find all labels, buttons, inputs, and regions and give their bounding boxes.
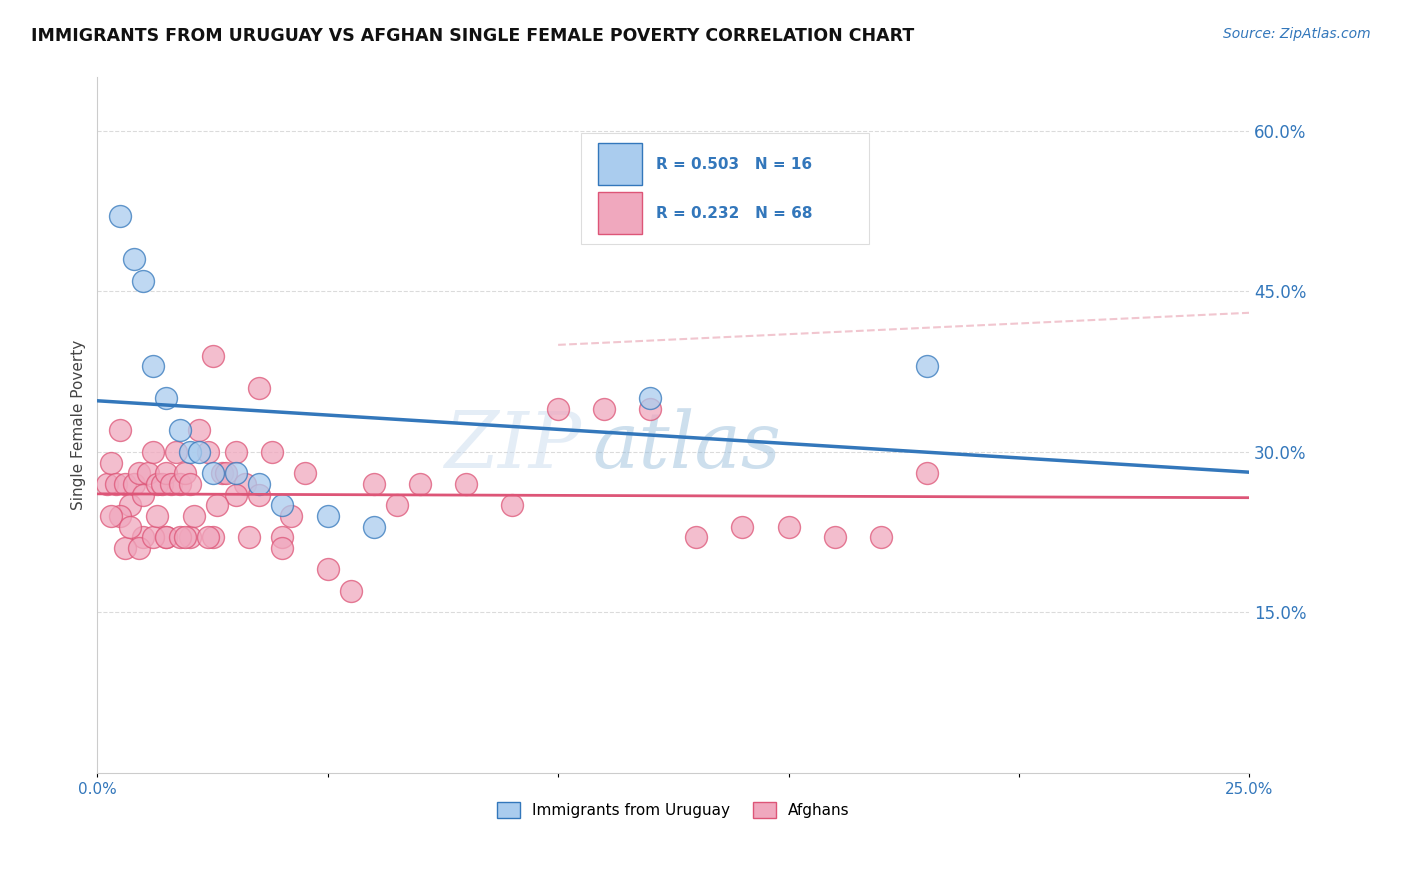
Point — [339, 583, 361, 598]
Point — [155, 530, 177, 544]
Point — [114, 541, 136, 555]
Point — [270, 530, 292, 544]
Point — [110, 508, 132, 523]
Point — [731, 519, 754, 533]
Text: R = 0.232   N = 68: R = 0.232 N = 68 — [657, 205, 813, 220]
Point — [165, 445, 187, 459]
Bar — [599, 192, 643, 234]
Point — [114, 477, 136, 491]
Point — [179, 477, 201, 491]
Point — [142, 530, 165, 544]
Point — [110, 424, 132, 438]
Point — [262, 445, 284, 459]
Point — [915, 467, 938, 481]
Point — [136, 467, 159, 481]
Point — [385, 498, 408, 512]
Point — [247, 477, 270, 491]
Point — [225, 467, 247, 481]
Legend: Immigrants from Uruguay, Afghans: Immigrants from Uruguay, Afghans — [491, 796, 856, 824]
Text: R = 0.503   N = 16: R = 0.503 N = 16 — [657, 157, 813, 172]
Point — [169, 477, 191, 491]
Point — [132, 274, 155, 288]
Point — [122, 477, 145, 491]
Point — [225, 445, 247, 459]
Point — [409, 477, 432, 491]
Point — [169, 530, 191, 544]
Point — [174, 530, 197, 544]
Point — [247, 381, 270, 395]
Point — [155, 392, 177, 406]
Point — [363, 519, 385, 533]
Point — [201, 467, 224, 481]
Point — [183, 508, 205, 523]
Point — [201, 530, 224, 544]
Point — [294, 467, 316, 481]
Point — [205, 498, 228, 512]
Point — [118, 498, 141, 512]
Point — [110, 210, 132, 224]
Point — [247, 488, 270, 502]
Point — [187, 445, 209, 459]
Point — [454, 477, 477, 491]
Point — [778, 519, 800, 533]
Point — [363, 477, 385, 491]
Point — [197, 445, 219, 459]
Point — [280, 508, 302, 523]
Point — [179, 445, 201, 459]
Point — [96, 477, 118, 491]
Y-axis label: Single Female Poverty: Single Female Poverty — [72, 340, 86, 510]
Point — [132, 530, 155, 544]
Text: atlas: atlas — [593, 408, 782, 484]
Bar — [599, 144, 643, 186]
Text: ZIP: ZIP — [444, 408, 581, 484]
Point — [155, 530, 177, 544]
Point — [215, 467, 238, 481]
Point — [869, 530, 891, 544]
Point — [174, 467, 197, 481]
Point — [146, 508, 169, 523]
Point — [316, 562, 339, 576]
Point — [270, 541, 292, 555]
Point — [201, 349, 224, 363]
Point — [146, 477, 169, 491]
Point — [233, 477, 256, 491]
Point — [100, 456, 122, 470]
Point — [270, 498, 292, 512]
Point — [640, 392, 662, 406]
Point — [169, 424, 191, 438]
Point — [211, 467, 233, 481]
Point — [187, 424, 209, 438]
Point — [128, 541, 150, 555]
Point — [501, 498, 523, 512]
Point — [100, 508, 122, 523]
Point — [547, 402, 569, 417]
Point — [225, 488, 247, 502]
Text: Source: ZipAtlas.com: Source: ZipAtlas.com — [1223, 27, 1371, 41]
Point — [118, 519, 141, 533]
Point — [142, 445, 165, 459]
Point — [316, 508, 339, 523]
Point — [142, 359, 165, 374]
Point — [197, 530, 219, 544]
Point — [160, 477, 183, 491]
Point — [593, 402, 616, 417]
Point — [155, 467, 177, 481]
Point — [122, 252, 145, 267]
Point — [179, 530, 201, 544]
Point — [824, 530, 846, 544]
Point — [915, 359, 938, 374]
Point — [685, 530, 707, 544]
Point — [150, 477, 173, 491]
Point — [128, 467, 150, 481]
Point — [104, 477, 127, 491]
Point — [132, 488, 155, 502]
FancyBboxPatch shape — [581, 133, 869, 244]
Point — [238, 530, 260, 544]
Point — [640, 402, 662, 417]
Text: IMMIGRANTS FROM URUGUAY VS AFGHAN SINGLE FEMALE POVERTY CORRELATION CHART: IMMIGRANTS FROM URUGUAY VS AFGHAN SINGLE… — [31, 27, 914, 45]
